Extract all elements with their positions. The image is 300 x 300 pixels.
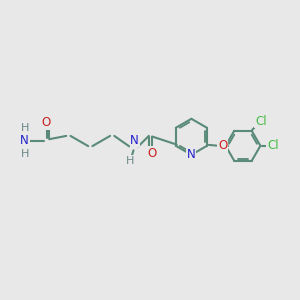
Text: O: O [218,139,227,152]
Text: N: N [20,134,29,148]
Text: Cl: Cl [255,115,266,128]
Text: H: H [20,123,29,134]
Text: O: O [42,116,51,129]
Text: N: N [187,148,196,161]
Text: O: O [147,146,156,160]
Text: H: H [126,156,135,166]
Text: Cl: Cl [267,139,279,152]
Text: H: H [20,148,29,159]
Text: N: N [130,134,139,147]
